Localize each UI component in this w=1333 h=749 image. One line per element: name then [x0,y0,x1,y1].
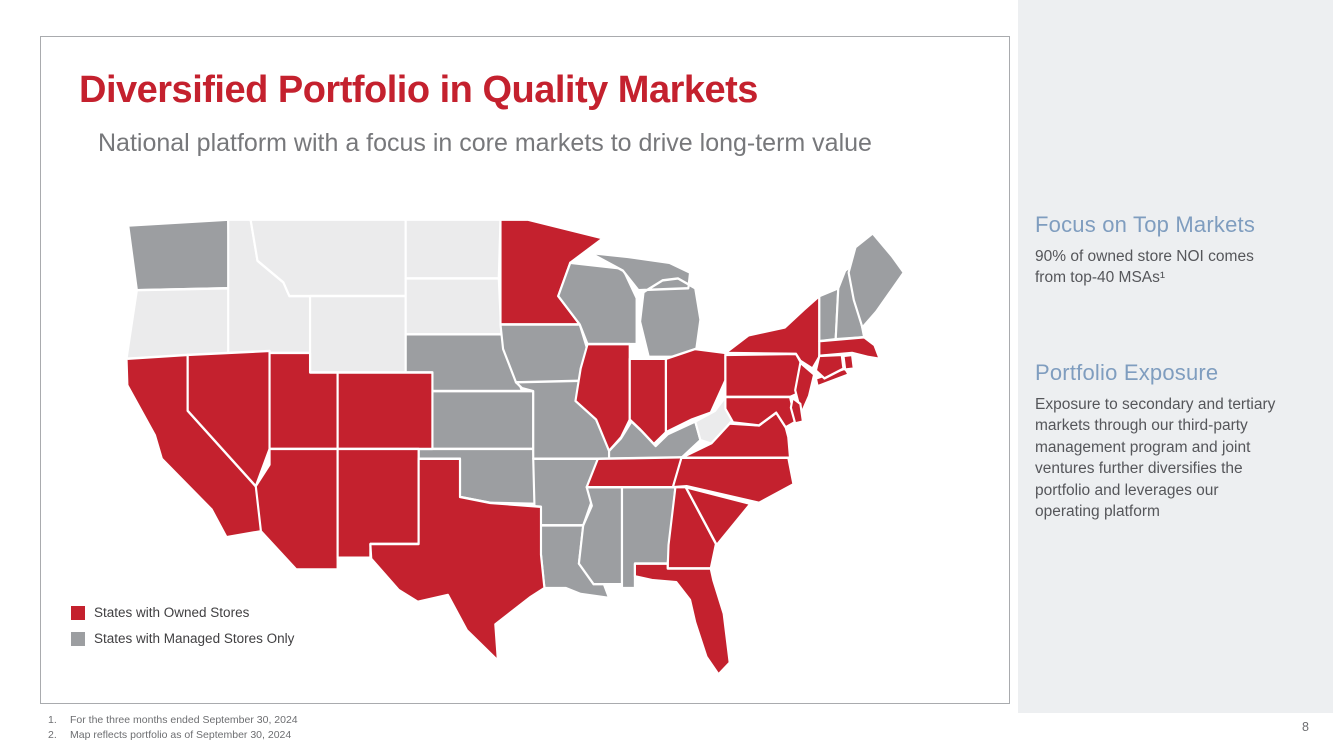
state-south-carolina [684,485,752,547]
us-map [111,202,921,692]
legend-managed-row: States with Managed Stores Only [71,631,294,646]
slide-subtitle: National platform with a focus in core m… [98,129,872,157]
state-washington [127,218,231,292]
footnote-1: 1. For the three months ended September … [48,714,298,726]
footnote-1-number: 1. [48,714,57,726]
state-nevada [186,349,271,488]
state-pennsylvania [724,352,807,399]
state-north-dakota [404,218,502,280]
sidebar-section-top-markets: Focus on Top Markets 90% of owned store … [1035,212,1280,289]
sidebar-section-portfolio-exposure: Portfolio Exposure Exposure to secondary… [1035,360,1280,522]
state-new-jersey [794,361,816,415]
map-legend: States with Owned Stores States with Man… [71,605,294,657]
top-markets-body: 90% of owned store NOI comes from top-40… [1035,248,1254,287]
legend-owned-row: States with Owned Stores [71,605,294,620]
legend-managed-label: States with Managed Stores Only [94,631,295,646]
footnote-2: 2. Map reflects portfolio as of Septembe… [48,729,298,741]
footnote-2-text: Map reflects portfolio as of September 3… [70,729,292,741]
top-markets-heading: Focus on Top Markets [1035,212,1256,237]
footnotes: 1. For the three months ended September … [48,714,298,744]
portfolio-exposure-heading: Portfolio Exposure [1035,360,1219,385]
state-wyoming [308,294,407,374]
right-sidebar-panel [1018,0,1333,713]
state-connecticut [814,353,845,380]
footnote-1-text: For the three months ended September 30,… [70,714,298,726]
state-michigan [589,251,702,359]
state-arizona [254,447,339,571]
state-colorado [336,371,434,451]
portfolio-exposure-body: Exposure to secondary and tertiary marke… [1035,396,1276,520]
state-kansas [431,389,535,451]
state-maryland [724,395,798,429]
managed-swatch [71,631,85,646]
legend-owned-label: States with Owned Stores [94,605,250,620]
state-florida [633,562,731,676]
state-south-dakota [404,277,503,336]
us-map-svg [125,218,905,676]
state-delaware [789,396,805,425]
state-oregon [125,287,237,361]
slide-title: Diversified Portfolio in Quality Markets [79,69,758,111]
state-texas [369,457,546,662]
state-maine [847,232,905,329]
state-rhode-island [842,353,855,371]
page-number: 8 [1302,720,1309,734]
slide-frame: Diversified Portfolio in Quality Markets… [40,36,1010,704]
footnote-2-number: 2. [48,729,57,741]
state-ohio [664,347,727,434]
owned-swatch [71,605,85,620]
state-new-mexico [336,447,420,559]
